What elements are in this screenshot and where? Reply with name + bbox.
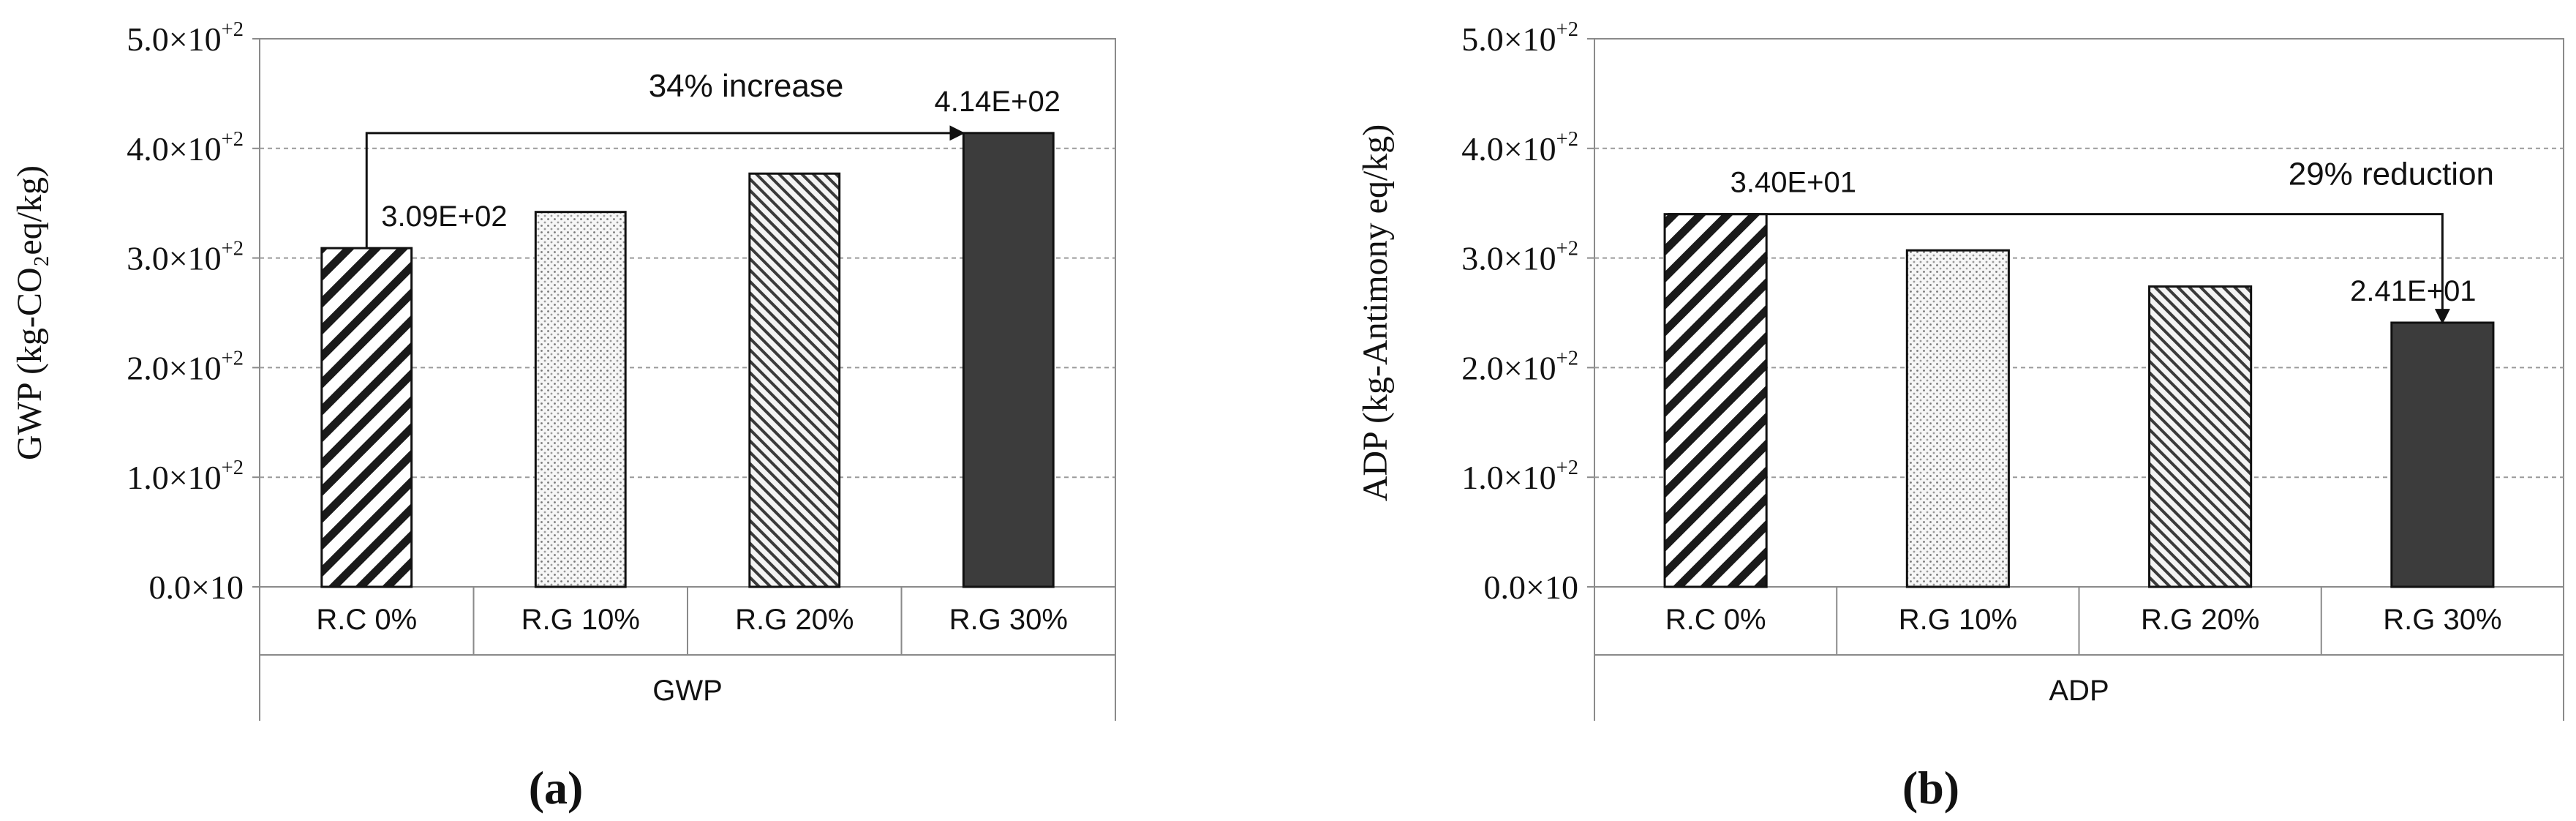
- x-category-label: R.C 0%: [1665, 604, 1766, 636]
- bar: [320, 247, 413, 588]
- bar: [2148, 285, 2253, 588]
- y-tick-label: 4.0×10+2: [127, 128, 244, 168]
- data-label: 4.14E+02: [935, 86, 1061, 118]
- y-tick-label: 2.0×10+2: [127, 347, 244, 386]
- chart-panel-b: 0.0×10 1.0×10+2 2.0×10+2 3.0×10+2 4.0×10+2 5.…: [1356, 18, 2564, 814]
- annotation-arrow: [1668, 213, 2450, 325]
- bar: [1663, 213, 1768, 588]
- y-tick-label: 5.0×10+2: [1461, 18, 1578, 58]
- y-tick-label: 3.0×10+2: [1461, 238, 1578, 277]
- y-tick-label: 1.0×10+2: [127, 457, 244, 496]
- x-group-label: ADP: [2049, 675, 2109, 707]
- y-axis-title: ADP (kg-Antimony eq/kg): [1356, 124, 1395, 502]
- y-axis-title: GWP (kg-CO₂eq/kg): [10, 165, 49, 460]
- x-group-label: GWP: [652, 675, 723, 707]
- y-tick-label: 1.0×10+2: [1461, 457, 1578, 496]
- bar: [1905, 249, 2010, 588]
- y-tick-label: 0.0×10: [149, 569, 244, 606]
- annotation-text: 34% increase: [649, 68, 844, 104]
- bar: [962, 132, 1055, 588]
- panel-label: (b): [1902, 762, 1959, 814]
- data-label: 3.40E+01: [1730, 167, 1856, 199]
- x-category-label: R.G 20%: [2141, 604, 2259, 636]
- x-category-label: R.G 10%: [1899, 604, 2017, 636]
- x-category-label: R.G 10%: [521, 604, 640, 636]
- x-category-label: R.G 20%: [735, 604, 854, 636]
- annotation-arrow: [365, 125, 965, 249]
- data-label: 2.41E+01: [2350, 275, 2476, 307]
- annotation-text: 29% reduction: [2289, 157, 2494, 192]
- x-category-label: R.C 0%: [316, 604, 417, 636]
- bar: [2390, 321, 2495, 588]
- y-tick-label: 2.0×10+2: [1461, 347, 1578, 386]
- y-tick-label: 0.0×10: [1484, 569, 1578, 606]
- x-category-label: R.G 30%: [2383, 604, 2501, 636]
- y-tick-label: 5.0×10+2: [127, 18, 244, 58]
- chart-panel-a: 0.0×10 1.0×10+2 2.0×10+2 3.0×10+2 4.0×10+2 5.…: [10, 18, 1116, 814]
- data-label: 3.09E+02: [381, 200, 507, 233]
- bar: [534, 211, 627, 588]
- y-tick-label: 4.0×10+2: [1461, 128, 1578, 168]
- panel-label: (a): [529, 762, 584, 814]
- x-category-label: R.G 30%: [949, 604, 1068, 636]
- y-tick-label: 3.0×10+2: [127, 238, 244, 277]
- bar: [748, 172, 841, 588]
